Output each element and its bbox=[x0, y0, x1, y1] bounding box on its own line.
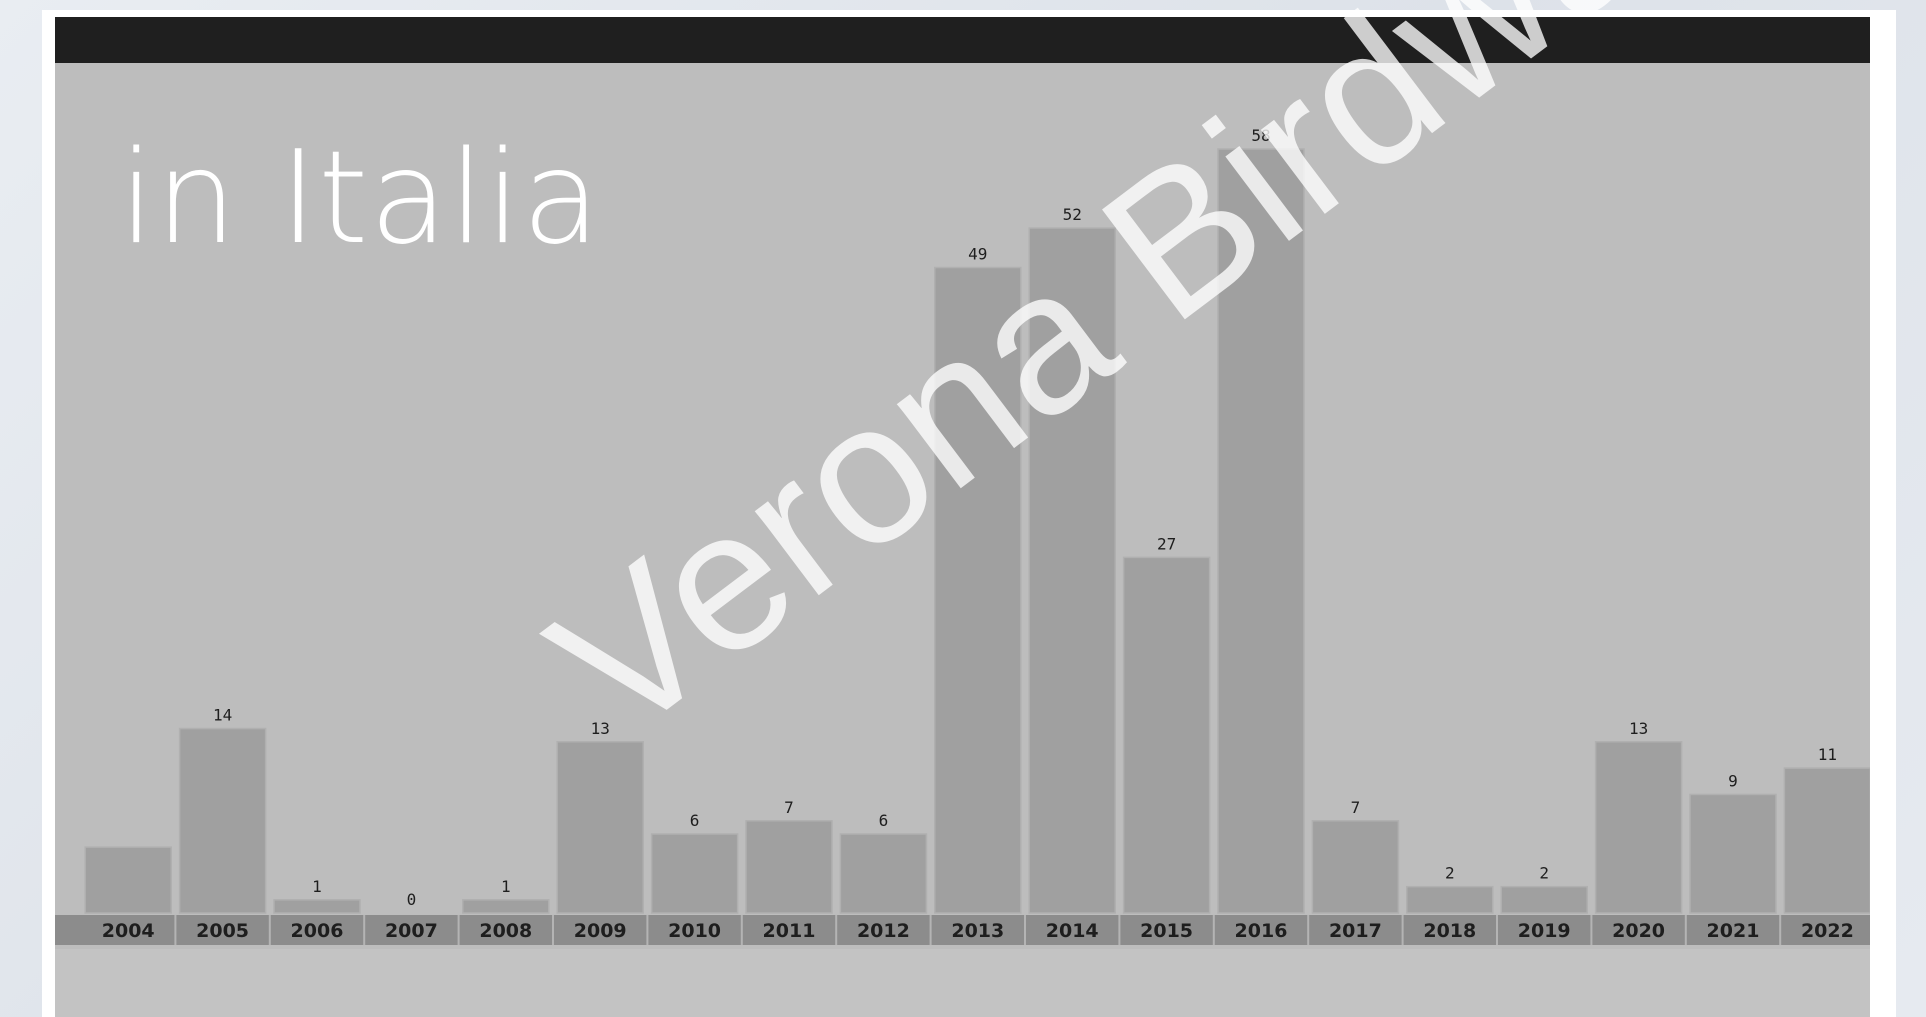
bar-2008 bbox=[462, 899, 550, 914]
tick-label-2007: 2007 bbox=[385, 920, 438, 942]
data-label-2019: 2 bbox=[1539, 864, 1549, 883]
tick-label-2009: 2009 bbox=[574, 920, 627, 942]
data-label-2021: 9 bbox=[1728, 771, 1738, 790]
bar-2020 bbox=[1594, 741, 1683, 914]
bar-2021 bbox=[1689, 793, 1777, 914]
data-label-2013: 49 bbox=[968, 245, 987, 264]
bar-2004 bbox=[84, 846, 172, 914]
data-label-2007: 0 bbox=[407, 890, 417, 909]
tick-label-2015: 2015 bbox=[1140, 920, 1193, 942]
data-label-2005: 14 bbox=[213, 706, 232, 725]
tick-label-2022: 2022 bbox=[1801, 920, 1854, 942]
bar-chart: 2004 2005 14 2006 1 2007 0 2008 1 2009 13 2010 6 2011… bbox=[55, 126, 1870, 945]
bar-2018 bbox=[1406, 885, 1494, 914]
data-label-2011: 7 bbox=[784, 798, 794, 817]
top-bar bbox=[55, 17, 1870, 63]
data-label-2010: 6 bbox=[690, 811, 700, 830]
bar-2005 bbox=[178, 727, 267, 914]
data-label-2020: 13 bbox=[1629, 719, 1648, 738]
chart-panel: 2004 2005 14 2006 1 2007 0 2008 1 2009 13 2010 6 2011… bbox=[55, 17, 1870, 1017]
tick-label-2019: 2019 bbox=[1518, 920, 1571, 942]
data-label-2015: 27 bbox=[1157, 534, 1176, 553]
data-label-2018: 2 bbox=[1445, 864, 1455, 883]
bar-2022 bbox=[1783, 767, 1870, 914]
data-label-2016: 58 bbox=[1251, 126, 1270, 145]
data-label-2008: 1 bbox=[501, 877, 511, 896]
tick-label-2020: 2020 bbox=[1612, 920, 1665, 942]
category-axis-band bbox=[55, 915, 1870, 945]
bar-2012 bbox=[839, 833, 928, 914]
data-label-2009: 13 bbox=[591, 719, 610, 738]
tick-label-2014: 2014 bbox=[1046, 920, 1099, 942]
bar-2013 bbox=[934, 266, 1022, 914]
bar-2019 bbox=[1500, 885, 1588, 914]
bar-2014 bbox=[1028, 227, 1116, 914]
tick-label-2012: 2012 bbox=[857, 920, 910, 942]
data-label-2022: 11 bbox=[1818, 745, 1837, 764]
footer-band bbox=[55, 949, 1870, 1017]
tick-label-2016: 2016 bbox=[1235, 920, 1288, 942]
bar-2009 bbox=[556, 741, 644, 914]
bar-2010 bbox=[650, 833, 739, 914]
data-label-2012: 6 bbox=[879, 811, 889, 830]
tick-label-2008: 2008 bbox=[479, 920, 532, 942]
tick-label-2021: 2021 bbox=[1707, 920, 1760, 942]
tick-label-2005: 2005 bbox=[196, 920, 249, 942]
tick-label-2010: 2010 bbox=[668, 920, 721, 942]
tick-label-2004: 2004 bbox=[102, 920, 155, 942]
data-label-2014: 52 bbox=[1063, 205, 1082, 224]
chart-title: in Italia bbox=[119, 124, 602, 273]
data-label-2006: 1 bbox=[312, 877, 322, 896]
bar-2017 bbox=[1311, 820, 1400, 914]
bar-2011 bbox=[745, 820, 833, 914]
tick-label-2018: 2018 bbox=[1423, 920, 1476, 942]
bar-2015 bbox=[1122, 556, 1211, 914]
tick-label-2006: 2006 bbox=[291, 920, 344, 942]
tick-label-2013: 2013 bbox=[951, 920, 1004, 942]
tick-label-2017: 2017 bbox=[1329, 920, 1382, 942]
data-label-2017: 7 bbox=[1351, 798, 1361, 817]
bar-2016 bbox=[1217, 148, 1305, 914]
bar-2006 bbox=[273, 899, 361, 914]
tick-label-2011: 2011 bbox=[763, 920, 816, 942]
